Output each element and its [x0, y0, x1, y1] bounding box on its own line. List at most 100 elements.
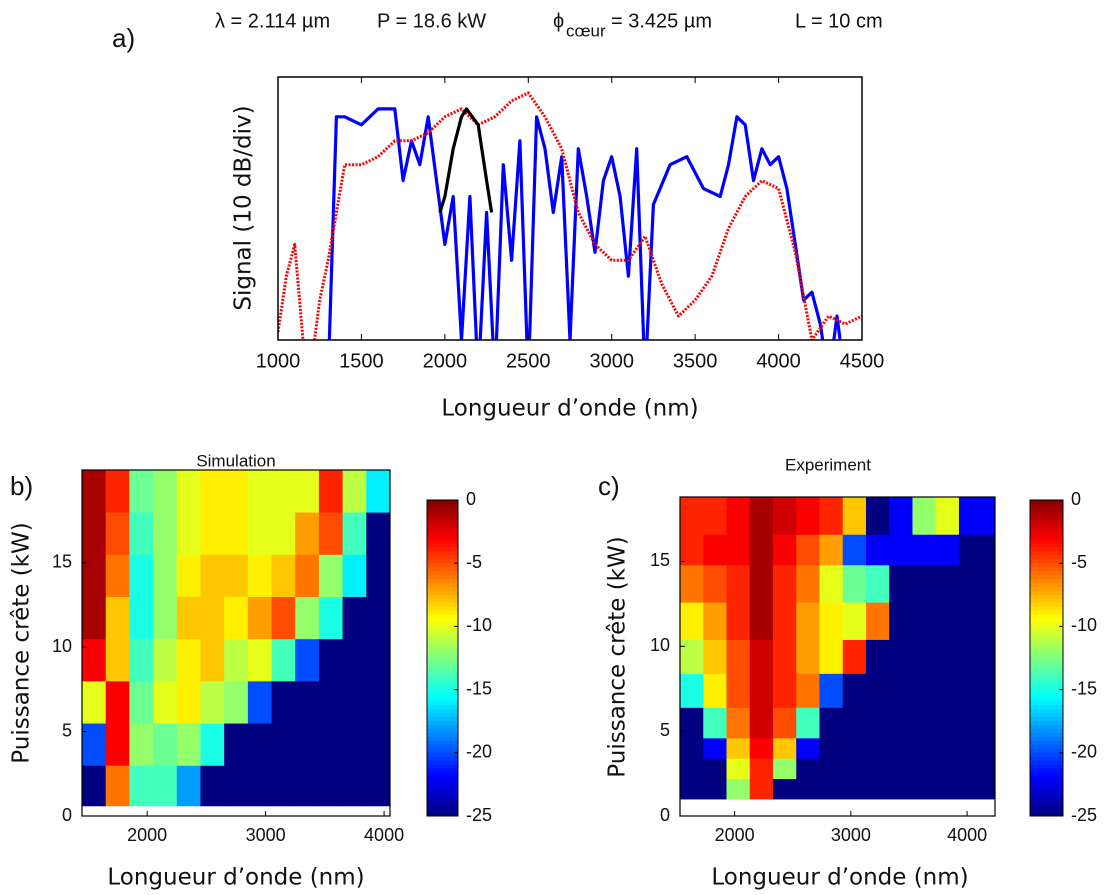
heatmap-cell [224, 765, 249, 807]
heatmap-cell [247, 470, 272, 513]
heatmap-cell [842, 673, 867, 708]
heatmap-cell [271, 723, 296, 766]
heatmap-cell [726, 673, 751, 708]
heatmap-cell [680, 639, 704, 674]
heatmap-cell [176, 680, 201, 724]
heatmap-cell [865, 778, 890, 800]
colorbar-swatch [427, 748, 458, 754]
heatmap-cell [247, 680, 272, 724]
x-tick-label: 4000 [947, 825, 987, 845]
plot-frame [277, 76, 863, 341]
colorbar-swatch [1030, 511, 1063, 517]
colorbar-swatch [427, 725, 458, 730]
colorbar-tick-label: -5 [1071, 552, 1087, 572]
colorbar-swatch [427, 614, 458, 619]
colorbar-swatch [427, 634, 458, 639]
colorbar-swatch [1030, 582, 1063, 588]
heatmap-cell [200, 638, 225, 682]
heatmap-cell [958, 497, 996, 535]
heatmap-cell [889, 639, 913, 674]
colorbar-swatch [1030, 740, 1063, 746]
heatmap-cell [271, 554, 296, 597]
colorbar-swatch [1030, 586, 1063, 592]
y-tick-label: 0 [660, 805, 670, 825]
colorbar-swatch [1030, 531, 1063, 537]
heatmap-cell [82, 723, 107, 766]
colorbar-swatch [427, 776, 458, 781]
panel-label: a) [112, 23, 135, 53]
heatmap-cell [749, 707, 774, 739]
colorbar-swatch [427, 642, 458, 647]
colorbar-swatch [1030, 669, 1063, 675]
heatmap-cell [153, 470, 178, 513]
heatmap-cell [105, 512, 130, 555]
heatmap-cell [889, 707, 913, 739]
colorbar-tick-label: -15 [466, 678, 492, 698]
heatmap-cell [271, 512, 296, 555]
colorbar-swatch [1030, 543, 1063, 548]
plot-frame [679, 496, 996, 817]
heatmap-cell [865, 673, 890, 708]
colorbar-swatch [1030, 551, 1063, 556]
colorbar-swatch [427, 622, 458, 627]
colorbar-swatch [1030, 606, 1063, 612]
colorbar-tick-label: -25 [466, 805, 492, 825]
colorbar-swatch [427, 507, 458, 513]
heatmap-cell [726, 737, 751, 759]
colorbar-swatch [1030, 693, 1063, 698]
colorbar-frame [1029, 499, 1064, 817]
heatmap-cell [912, 673, 937, 708]
heatmap-cell [703, 737, 727, 759]
colorbar-swatch [1030, 768, 1063, 774]
heatmap-cell [176, 765, 201, 807]
colorbar-swatch [427, 733, 458, 738]
heatmap-cell [82, 765, 107, 807]
heatmap-cell [958, 758, 996, 780]
heatmap-cell [224, 512, 249, 555]
y-axis-label: Puissance crête (kW) [605, 536, 631, 777]
heatmap-cell [295, 765, 320, 807]
heatmap-cell [935, 673, 960, 708]
colorbar-swatch [427, 571, 458, 576]
colorbar-swatch [1030, 539, 1063, 544]
heatmap-cell [271, 765, 296, 807]
heatmap-cell [842, 737, 867, 759]
y-tick-label: 10 [52, 636, 72, 656]
heatmap-cell [247, 554, 272, 597]
heatmap-cell [865, 564, 890, 603]
colorbar-swatch [427, 709, 458, 714]
heatmap-cell [271, 638, 296, 682]
x-tick-label: 4500 [840, 350, 885, 372]
colorbar-swatch [427, 515, 458, 521]
heatmap-cell [865, 707, 890, 739]
colorbar-swatch [427, 737, 458, 742]
heatmap-cell [318, 765, 344, 807]
colorbar-swatch [1030, 784, 1063, 789]
colorbar-swatch [427, 610, 458, 616]
heatmap-cell [153, 680, 178, 724]
colorbar-swatch [427, 519, 458, 525]
colorbar-swatch [427, 658, 458, 663]
heatmap-cell [129, 512, 154, 555]
colorbar-swatch [1030, 780, 1063, 785]
heatmap-cell [680, 564, 704, 603]
chart-title: Simulation [196, 451, 275, 470]
colorbar-swatch [1030, 812, 1063, 817]
colorbar-swatch [427, 602, 458, 608]
colorbar-swatch [427, 812, 458, 817]
heatmap-cell [703, 534, 727, 566]
x-tick-label: 4000 [364, 825, 404, 845]
colorbar-swatch [427, 808, 458, 813]
colorbar-swatch [1030, 503, 1063, 509]
colorbar-swatch [1030, 697, 1063, 702]
heatmap-cell [912, 758, 937, 780]
heatmap-cell [889, 534, 913, 566]
heatmap-cell [703, 778, 727, 800]
heatmap-cell [153, 554, 178, 597]
colorbar-swatch [1030, 685, 1063, 691]
colorbar-swatch [1030, 689, 1063, 695]
heatmap-cell [958, 564, 996, 603]
heatmap-cell [935, 602, 960, 640]
heatmap-cell [749, 758, 774, 780]
heatmap-cell [295, 638, 320, 682]
